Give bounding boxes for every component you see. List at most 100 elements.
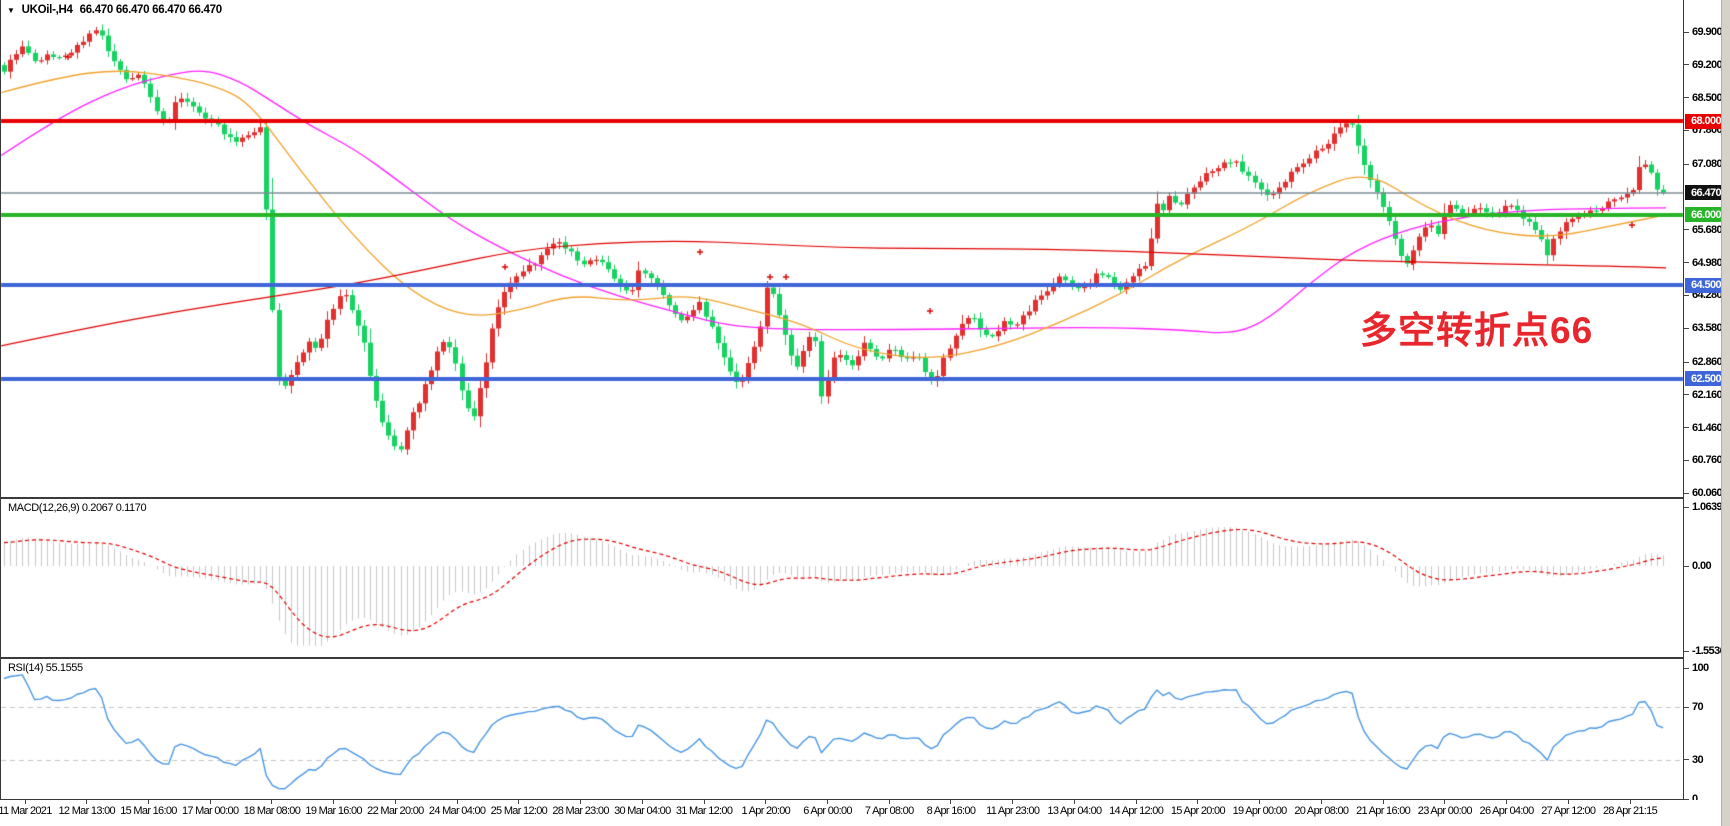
time-axis-label: 19 Mar 16:00 <box>305 805 362 817</box>
chart-left-border <box>0 0 1 800</box>
time-axis-label: 21 Apr 16:00 <box>1356 805 1411 817</box>
price-badge: 66.000 <box>1685 207 1727 223</box>
time-axis-label: 1 Apr 20:00 <box>741 805 791 817</box>
time-tick <box>148 800 149 804</box>
scale-tick <box>1684 427 1689 428</box>
macd-indicator-label: MACD(12,26,9) 0.2067 0.1170 <box>8 502 147 514</box>
time-tick <box>518 800 519 804</box>
scale-tick <box>1684 97 1689 98</box>
price-tick-label: 62.860 <box>1692 356 1723 369</box>
scale-tick <box>1684 32 1689 33</box>
scale-tick <box>1684 493 1689 494</box>
time-axis-label: 8 Apr 16:00 <box>926 805 976 817</box>
price-scale-border <box>1683 0 1684 800</box>
macd-scale-label: 0.00 <box>1692 560 1712 572</box>
time-axis-label: 11 Mar 2021 <box>0 805 52 817</box>
time-tick <box>395 800 396 804</box>
time-tick <box>271 800 272 804</box>
time-axis-label: 6 Apr 00:00 <box>803 805 852 817</box>
time-tick <box>1568 800 1569 804</box>
scale-tick <box>1684 164 1689 165</box>
price-badge: 66.470 <box>1685 185 1727 201</box>
scale-tick <box>1684 707 1689 708</box>
time-axis-label: 30 Mar 04:00 <box>614 805 671 817</box>
time-axis-label: 24 Mar 04:00 <box>428 805 486 817</box>
time-axis-label: 28 Apr 21:15 <box>1603 805 1658 817</box>
scale-tick <box>1684 566 1689 567</box>
macd-current-values: 0.2067 0.1170 <box>81 502 147 514</box>
price-tick-label: 62.160 <box>1692 388 1723 401</box>
main-price-pane[interactable] <box>0 0 1683 497</box>
rsi-indicator-label: RSI(14) 55.1555 <box>8 662 83 674</box>
ohlc-values: 66.470 66.470 66.470 66.470 <box>79 4 222 16</box>
time-tick <box>210 800 211 804</box>
macd-pane[interactable] <box>0 499 1683 657</box>
price-tick-label: 63.580 <box>1692 322 1723 335</box>
time-axis-label: 26 Apr 04:00 <box>1479 805 1535 817</box>
scale-tick <box>1684 394 1689 395</box>
time-tick <box>1197 800 1198 804</box>
chart-title-bar: ▼ UKOil-,H4 66.470 66.470 66.470 66.470 <box>7 4 222 16</box>
price-scale[interactable]: 69.900 69.200 68.500 67.800 67.080 65.680 64.9… <box>1684 0 1727 805</box>
main-pane-bottom-border <box>0 497 1730 499</box>
rsi-scale-label: 30 <box>1692 753 1704 766</box>
time-axis-label: 11 Apr 23:00 <box>986 805 1040 817</box>
macd-scale-label: -1.5536 <box>1692 645 1726 658</box>
price-tick-label: 65.680 <box>1692 223 1723 236</box>
symbol-period-label: UKOil-,H4 <box>21 4 73 16</box>
rsi-scale-label: 100 <box>1692 662 1709 674</box>
price-tick-label: 61.460 <box>1692 421 1723 434</box>
rsi-pane[interactable] <box>0 659 1683 799</box>
time-axis-label: 19 Apr 00:00 <box>1232 805 1288 817</box>
time-axis-label: 22 Mar 20:00 <box>367 805 424 817</box>
scale-tick <box>1684 262 1689 263</box>
time-tick <box>1383 800 1384 804</box>
price-tick-label: 69.900 <box>1692 26 1723 38</box>
rsi-pane-bottom-border <box>0 799 1730 800</box>
time-tick <box>889 800 890 804</box>
time-tick <box>827 800 828 804</box>
time-tick <box>457 800 458 804</box>
time-tick <box>765 800 766 804</box>
time-axis[interactable]: 11 Mar 2021 12 Mar 13:00 15 Mar 16:00 17 Ma… <box>0 800 1730 826</box>
time-axis-label: 13 Apr 04:00 <box>1047 805 1102 817</box>
price-tick-label: 67.080 <box>1692 158 1723 171</box>
window-scrollbar[interactable] <box>1721 0 1730 826</box>
time-tick <box>25 800 26 804</box>
time-axis-label: 28 Mar 23:00 <box>552 805 609 817</box>
rsi-scale-label: 70 <box>1692 701 1704 714</box>
time-tick <box>704 800 705 804</box>
scale-tick <box>1684 668 1689 669</box>
scale-tick <box>1684 651 1689 652</box>
price-tick-label: 69.200 <box>1692 58 1723 71</box>
price-tick-label: 60.060 <box>1692 487 1723 500</box>
macd-scale-label: 1.0639 <box>1692 501 1723 514</box>
scale-tick <box>1684 295 1689 296</box>
scale-tick <box>1684 64 1689 65</box>
scale-tick <box>1684 759 1689 760</box>
price-badge: 64.500 <box>1685 277 1727 293</box>
time-tick <box>1012 800 1013 804</box>
macd-name: MACD(12,26,9) <box>8 502 80 514</box>
scale-tick <box>1684 799 1689 800</box>
time-axis-label: 12 Mar 13:00 <box>58 805 116 817</box>
scale-tick <box>1684 507 1689 508</box>
time-tick <box>1259 800 1260 804</box>
time-axis-label: 14 Apr 12:00 <box>1109 805 1164 817</box>
price-badge: 62.500 <box>1685 371 1727 387</box>
symbol-dropdown-icon[interactable]: ▼ <box>7 5 15 15</box>
time-axis-label: 15 Apr 20:00 <box>1170 805 1226 817</box>
time-axis-label: 20 Apr 08:00 <box>1294 805 1349 817</box>
time-axis-label: 25 Mar 12:00 <box>490 805 548 817</box>
time-tick <box>642 800 643 804</box>
time-tick <box>1136 800 1137 804</box>
time-tick <box>1630 800 1631 804</box>
scale-tick <box>1684 328 1689 329</box>
time-tick <box>950 800 951 804</box>
time-axis-label: 15 Mar 16:00 <box>120 805 177 817</box>
price-badge: 68.000 <box>1685 113 1727 129</box>
scale-tick <box>1684 130 1689 131</box>
time-tick <box>1074 800 1075 804</box>
scale-tick <box>1684 460 1689 461</box>
